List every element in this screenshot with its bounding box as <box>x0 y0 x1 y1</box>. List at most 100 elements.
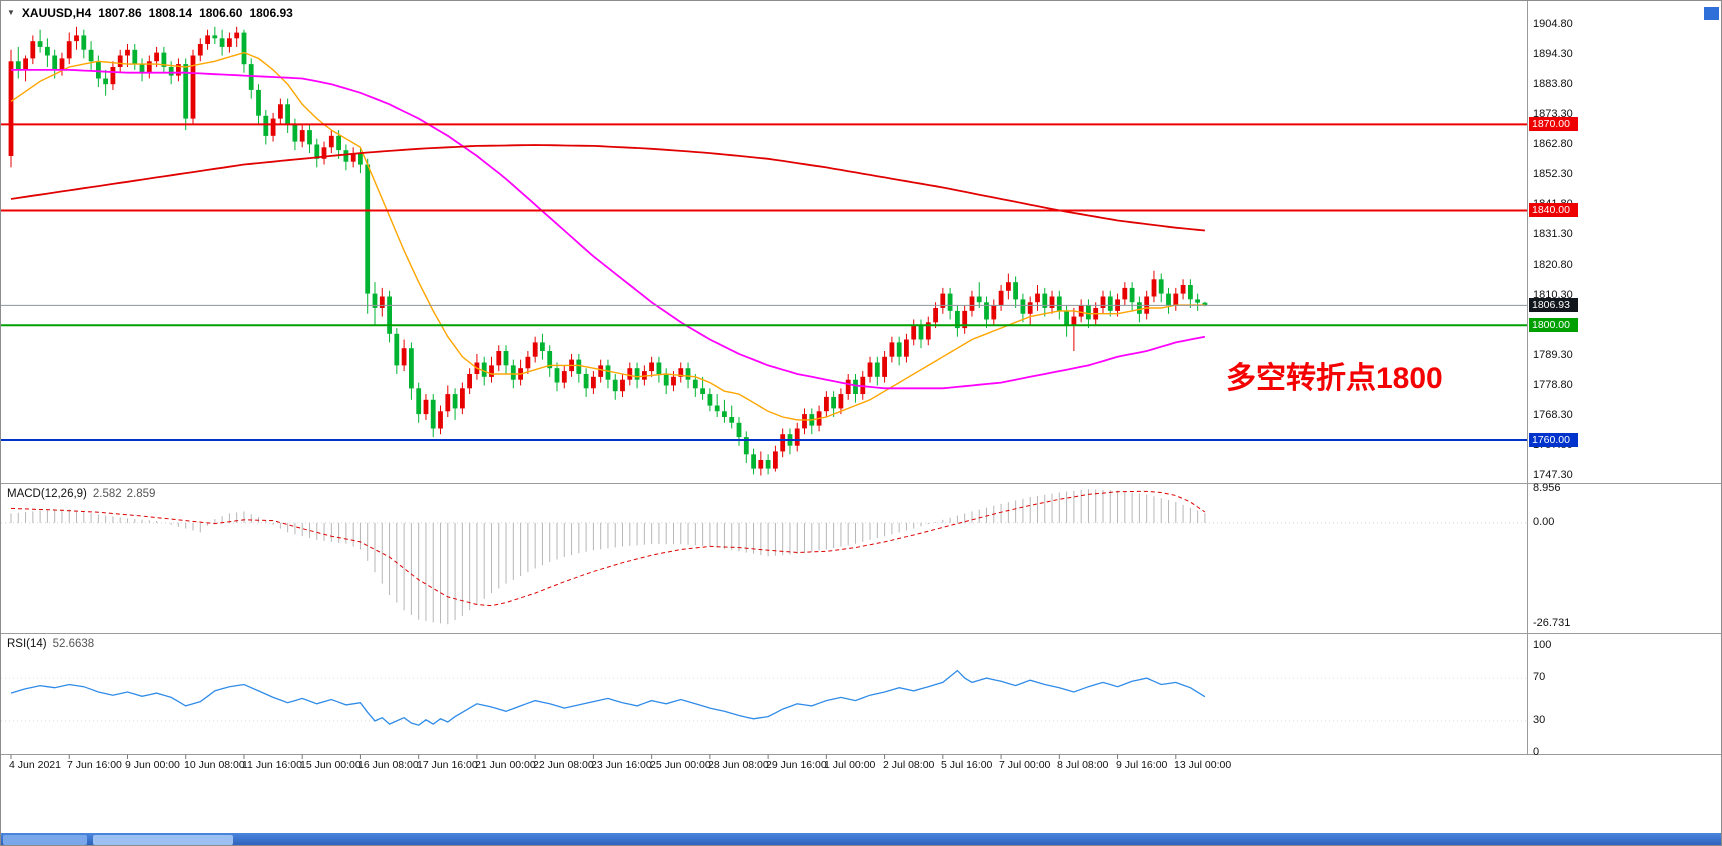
rsi-value: 52.6638 <box>52 638 95 650</box>
time-axis-label: 13 Jul 00:00 <box>1174 759 1232 771</box>
candle-up <box>620 379 625 392</box>
candle-down <box>96 61 101 79</box>
candle-down <box>1042 293 1048 308</box>
candle-down <box>984 302 989 320</box>
candle-down <box>285 104 290 125</box>
time-axis[interactable]: 4 Jun 2021 7 Jun 16:00 9 Jun 00:00 10 Jun 0… <box>1 755 1721 779</box>
candle-down <box>212 35 218 39</box>
candle-down <box>976 296 982 303</box>
price-axis-label: 1789.30 <box>1533 349 1573 361</box>
candle-up <box>1151 279 1157 297</box>
candle-up <box>991 305 997 320</box>
candle-down <box>896 342 902 357</box>
macd-signal-value: 2.859 <box>126 488 156 500</box>
candle-down <box>547 351 553 369</box>
symbol-timeframe-label: XAUUSD,H4 <box>21 6 92 20</box>
candle-up <box>146 61 152 73</box>
time-axis-label: 9 Jun 00:00 <box>125 759 180 771</box>
candle-up <box>627 368 633 380</box>
candle-up <box>940 293 946 308</box>
candle-down <box>707 394 713 406</box>
candle-down <box>1158 279 1164 294</box>
price-axis-label: 1778.80 <box>1533 379 1573 391</box>
candle-up <box>591 376 596 389</box>
candle-up <box>933 308 938 323</box>
candle-down <box>751 454 756 469</box>
candle-up <box>299 130 305 142</box>
candle-up <box>489 365 494 377</box>
candle-down <box>714 405 720 412</box>
candle-up <box>794 428 800 446</box>
triangle-icon: ▼ <box>7 8 15 17</box>
candle-up <box>401 348 407 366</box>
candle-down <box>1137 302 1142 314</box>
candle-down <box>1086 305 1091 320</box>
price-axis[interactable]: 1904.80 1894.30 1883.80 1873.30 1862.80 1852.… <box>1528 1 1721 758</box>
time-axis-label: 7 Jul 00:00 <box>999 759 1051 771</box>
price-level-badge: 1870.00 <box>1529 117 1578 131</box>
candle-down <box>387 296 392 334</box>
time-axis-label: 1 Jul 00:00 <box>824 759 876 771</box>
candle-down <box>765 460 771 469</box>
candle-up <box>205 35 210 44</box>
candle-up <box>962 310 968 329</box>
price-axis-label: 1862.80 <box>1533 138 1573 150</box>
candle-down <box>1202 302 1208 306</box>
candle-up <box>438 411 443 429</box>
candle-down <box>45 46 50 56</box>
taskbar-item[interactable] <box>3 835 87 845</box>
candle-up <box>925 322 931 340</box>
candle-up <box>74 35 79 42</box>
taskbar[interactable] <box>1 833 1721 845</box>
candle-up <box>649 362 654 372</box>
candle-down <box>358 153 363 165</box>
candle-up <box>561 371 567 383</box>
slow-ma-line <box>10 144 1205 232</box>
candle-up <box>780 434 786 452</box>
time-axis-label: 23 Jun 16:00 <box>591 759 652 771</box>
time-axis-label: 21 Jun 00:00 <box>475 759 536 771</box>
candle-down <box>1107 296 1113 311</box>
candle-down <box>634 368 640 380</box>
candle-down <box>663 374 669 386</box>
candle-down <box>1166 293 1171 306</box>
candle-down <box>722 411 727 417</box>
candle-up <box>197 44 203 56</box>
chart-text-annotation[interactable]: 多空转折点1800 <box>1226 362 1443 395</box>
candle-down <box>853 379 858 394</box>
time-axis-label: 8 Jul 08:00 <box>1057 759 1109 771</box>
candle-up <box>1027 302 1033 314</box>
candle-down <box>132 49 138 65</box>
time-axis-label: 7 Jun 16:00 <box>67 759 122 771</box>
macd-indicator-label: MACD(12,26,9) 2.582 2.859 <box>7 488 155 500</box>
price-axis-label: 1831.30 <box>1533 228 1573 240</box>
candle-down <box>372 293 378 308</box>
candle-up <box>350 153 356 162</box>
taskbar-item[interactable] <box>93 835 233 845</box>
candle-down <box>336 135 341 151</box>
candle-down <box>52 55 58 70</box>
candle-up <box>1078 305 1084 317</box>
price-level-badge: 1800.00 <box>1529 318 1578 332</box>
candle-up <box>176 64 181 76</box>
candle-down <box>955 310 960 329</box>
candle-down <box>1064 310 1069 326</box>
macd-signal-line <box>10 490 1206 607</box>
candle-down <box>139 64 145 73</box>
candle-down <box>554 368 560 383</box>
macd-main-value: 2.582 <box>92 488 122 500</box>
candle-up <box>59 58 65 70</box>
candle-down <box>1020 299 1026 314</box>
candle-up <box>445 394 451 412</box>
candle-down <box>874 362 880 377</box>
candle-up <box>66 41 72 59</box>
candle-down <box>81 35 87 50</box>
candle-down <box>416 388 422 415</box>
ohlc-open: 1807.86 <box>98 6 142 20</box>
price-axis-label: 1894.30 <box>1533 48 1573 60</box>
candle-up <box>598 365 604 377</box>
candle-down <box>409 348 414 389</box>
candle-down <box>503 351 509 366</box>
